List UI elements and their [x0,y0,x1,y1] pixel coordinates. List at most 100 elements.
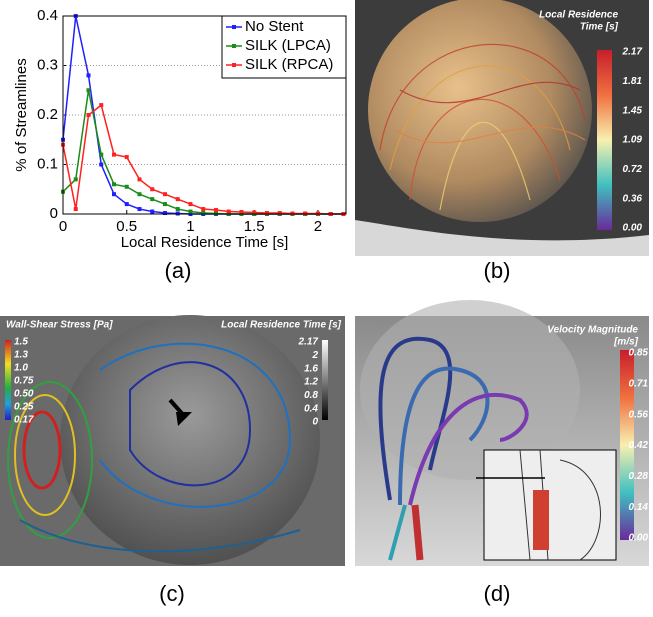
marker [277,211,282,216]
y-tick-label: 0.4 [37,7,58,24]
colorbar-left [5,340,11,420]
colorbar-tick: 0.8 [304,390,318,401]
streamlines [379,43,586,211]
marker [252,210,257,215]
marker [111,192,116,197]
colorbar-tick: 1.09 [623,135,643,146]
y-axis-label: % of Streamlines [13,58,30,171]
colorbar-tick: 0.00 [623,223,643,234]
colorbar-tick: 0.85 [629,348,649,359]
marker [201,211,206,216]
marker [137,177,142,182]
marker [124,202,129,207]
legend-label: SILK (RPCA) [245,56,333,73]
x-tick-label: 1.5 [244,218,265,235]
inset [483,449,617,561]
colorbar-tick: 0.71 [629,378,649,389]
legend-marker [232,63,236,67]
tubes [378,336,529,561]
panel-c [0,315,345,566]
y-tick-label: 0.3 [37,56,58,73]
marker [226,209,231,214]
panel-a: 0 0.1 0.2 0.3 0.4 0 0.5 1 1.5 2 Local Residence Ti… [13,7,347,251]
colorbar-title: Time [s] [580,22,619,33]
vessel [355,220,649,256]
colorbar-tick: 1.81 [623,76,643,87]
marker [86,88,91,93]
colorbar-tick: 2.17 [622,47,643,58]
colorbar-tick: 0.42 [629,440,649,451]
colorbar-title: Local Residence Time [s] [221,320,342,331]
marker [239,210,244,215]
colorbar-tick: 0 [312,417,318,428]
panel-b [355,0,649,256]
caption: (c) [159,581,185,606]
marker [264,211,269,216]
marker [73,177,78,182]
colorbar-tick: 1.6 [304,363,318,374]
marker [137,207,142,212]
caption: (d) [484,581,511,606]
marker [124,155,129,160]
marker [150,197,155,202]
marker [99,162,104,167]
colorbar [597,50,612,230]
marker [124,184,129,189]
x-axis-label: Local Residence Time [s] [121,234,289,251]
colorbar-title: Local Residence [539,10,618,21]
marker [86,73,91,78]
colorbar-title: Velocity Magnitude [547,325,638,336]
contours [7,342,301,553]
marker [150,209,155,214]
x-tick-label: 0.5 [116,218,137,235]
y-tick-label: 0.2 [37,106,58,123]
aneurysm [60,315,320,565]
colorbar [620,350,634,540]
colorbar-tick: 2.17 [298,337,319,348]
marker [175,197,180,202]
colorbar-title: [m/s] [613,337,639,348]
x-tick-label: 0 [59,218,67,235]
y-tick-label: 0 [50,205,58,222]
colorbar-tick: 1.2 [304,377,318,388]
legend-marker [232,44,236,48]
marker [162,202,167,207]
colorbar-tick: 0.75 [14,376,34,387]
colorbar-tick: 1.3 [14,350,28,361]
colorbar-tick: 0.17 [14,415,34,426]
marker [188,202,193,207]
aneurysm [368,0,592,222]
colorbar-tick: 0.72 [623,164,643,175]
x-tick-label: 2 [314,218,322,235]
x-tick-label: 1 [186,218,194,235]
colorbar-tick: 1.45 [623,105,643,116]
colorbar-right [322,340,328,420]
colorbar-tick: 0.4 [304,403,318,414]
colorbar-tick: 0.28 [629,471,649,482]
y-tick-label: 0.1 [37,155,58,172]
colorbar-tick: 0.00 [629,533,649,544]
marker [188,209,193,214]
marker [111,152,116,157]
colorbar-tick: 0.14 [629,502,649,513]
plot-frame [62,15,347,215]
caption: (a) [165,258,192,283]
colorbar-tick: 1.5 [14,337,28,348]
colorbar-tick: 0.25 [14,402,34,413]
colorbar-tick: 0.50 [14,389,34,400]
colorbar-tick: 1.0 [14,363,28,374]
panel-d [355,300,649,566]
marker [213,208,218,213]
marker [137,192,142,197]
marker [99,152,104,157]
marker [86,113,91,117]
marker [150,187,155,192]
caption: (b) [484,258,511,283]
arrowhead [176,412,192,426]
legend-box [221,15,347,79]
colorbar-tick: 0.36 [623,193,643,204]
marker [201,207,206,212]
colorbar-title: Wall-Shear Stress [Pa] [6,320,113,331]
colorbar-tick: 2 [311,350,318,361]
